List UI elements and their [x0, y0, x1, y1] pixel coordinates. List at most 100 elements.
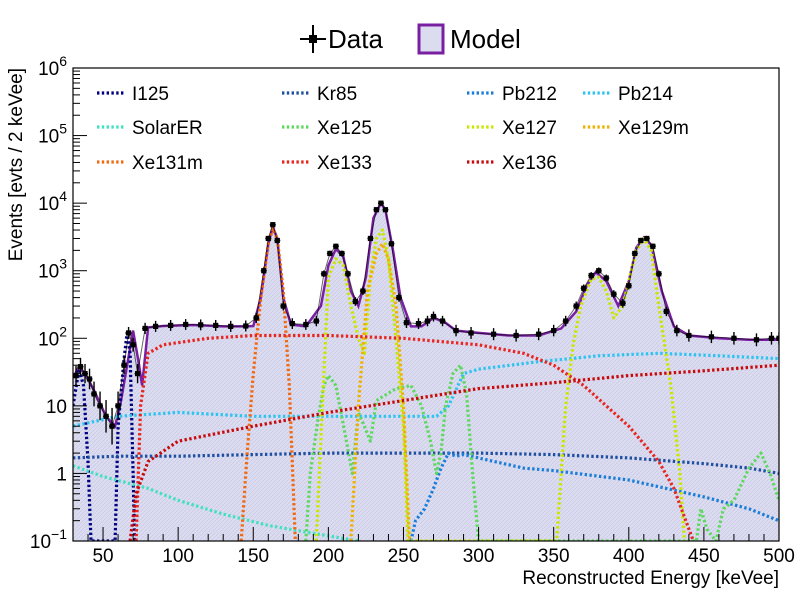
y-tick-label: 1: [56, 464, 67, 485]
data-point: [91, 381, 98, 407]
data-point: [403, 317, 410, 329]
data-point: [130, 338, 137, 352]
svg-text:Model: Model: [450, 24, 521, 54]
legend-entry-xe125: Xe125: [282, 118, 372, 139]
series-line-xe129m: [349, 242, 412, 541]
data-layer: [73, 200, 779, 445]
data-point: [197, 319, 204, 331]
data-point: [625, 282, 632, 290]
data-point: [142, 322, 149, 335]
data-point: [730, 331, 737, 345]
data-trace: [75, 202, 779, 428]
data-point: [260, 267, 267, 274]
data-point: [768, 331, 775, 345]
x-tick-label: 450: [688, 546, 720, 567]
series-line-xe136: [128, 363, 779, 541]
y-tick-label: 10: [46, 397, 67, 418]
data-point: [320, 270, 327, 278]
x-tick-label: 350: [538, 546, 570, 567]
data-point: [121, 356, 128, 374]
legend-entry-solarer: SolarER: [97, 118, 203, 139]
svg-text:Kr85: Kr85: [317, 84, 357, 105]
y-tick-label: 10−1: [30, 526, 67, 553]
svg-text:I125: I125: [132, 84, 169, 105]
data-point: [610, 290, 617, 299]
data-point: [274, 237, 281, 244]
data-point: [82, 363, 89, 384]
data-point: [708, 330, 715, 344]
series-legend: I125 Kr85 Pb212 Pb214 SolarER Xe125 Xe127 Xe129…: [97, 84, 689, 174]
svg-text:Xe125: Xe125: [317, 118, 372, 139]
series-line-xe133: [134, 333, 695, 541]
data-point: [663, 306, 670, 317]
data-point: [535, 328, 542, 341]
axis-layer: 50 100 150 200 250 300 350 400 450 500 10−1 1 10 102 1…: [30, 53, 795, 567]
data-point: [637, 237, 644, 244]
data-point: [685, 329, 692, 342]
y-tick-label: 105: [38, 121, 67, 148]
data-point: [468, 326, 475, 339]
data-point: [424, 315, 431, 327]
data-point: [289, 318, 296, 329]
y-axis-title: Events [evts / 2 keVee]: [6, 68, 27, 261]
y-tick-label: 102: [38, 323, 67, 350]
data-point: [338, 250, 345, 257]
svg-text:Data: Data: [328, 24, 383, 54]
series-line-xe125: [304, 363, 779, 541]
x-tick-label: 400: [613, 546, 645, 567]
data-point: [430, 311, 437, 322]
data-point: [86, 368, 93, 390]
data-point: [673, 324, 680, 337]
data-point: [415, 318, 422, 329]
data-point: [595, 267, 602, 274]
plot-frame: [72, 67, 780, 542]
data-point: [388, 241, 395, 247]
svg-text:Pb212: Pb212: [502, 84, 557, 105]
data-point: [344, 270, 351, 278]
data-point: [134, 363, 141, 384]
data-point: [603, 274, 610, 282]
legend-entry-xe136: Xe136: [467, 153, 557, 174]
data-point: [643, 235, 650, 242]
x-tick-label: 500: [763, 546, 795, 567]
x-tick-label: 200: [313, 546, 345, 567]
data-point: [619, 298, 626, 308]
legend-entry-model: Model: [417, 23, 521, 55]
data-point: [332, 243, 339, 250]
x-tick-label: 150: [237, 546, 269, 567]
data-point: [326, 250, 333, 257]
y-tick-label: 106: [38, 53, 67, 80]
data-point: [513, 329, 520, 342]
data-point: [73, 365, 80, 386]
data-point: [382, 207, 389, 213]
data-point: [649, 243, 656, 250]
data-point: [550, 324, 557, 337]
legend-entry-xe133: Xe133: [282, 153, 372, 174]
data-point: [439, 315, 446, 327]
svg-text:Xe133: Xe133: [317, 153, 372, 174]
data-point: [265, 235, 272, 242]
data-point: [453, 324, 460, 337]
data-point: [588, 272, 595, 279]
x-tick-label: 100: [162, 546, 194, 567]
svg-text:Xe136: Xe136: [502, 153, 557, 174]
legend-entry-pb212: Pb212: [467, 84, 557, 105]
data-point: [377, 200, 384, 206]
data-point: [395, 293, 402, 302]
series-line-kr85: [73, 451, 779, 475]
data-point: [242, 320, 249, 332]
legend-entry-xe131m: Xe131m: [97, 153, 203, 174]
data-point: [167, 319, 174, 331]
data-point: [573, 301, 580, 311]
svg-text:SolarER: SolarER: [132, 118, 203, 139]
data-point: [182, 319, 189, 330]
legend-entry-xe127: Xe127: [467, 118, 557, 139]
svg-text:Xe127: Xe127: [502, 118, 557, 139]
data-point: [776, 331, 779, 345]
data-point: [280, 301, 287, 311]
svg-text:Xe131m: Xe131m: [132, 153, 203, 174]
data-point: [655, 270, 662, 278]
data-point: [753, 333, 760, 347]
x-axis-title: Reconstructed Energy [keVee]: [522, 568, 779, 589]
